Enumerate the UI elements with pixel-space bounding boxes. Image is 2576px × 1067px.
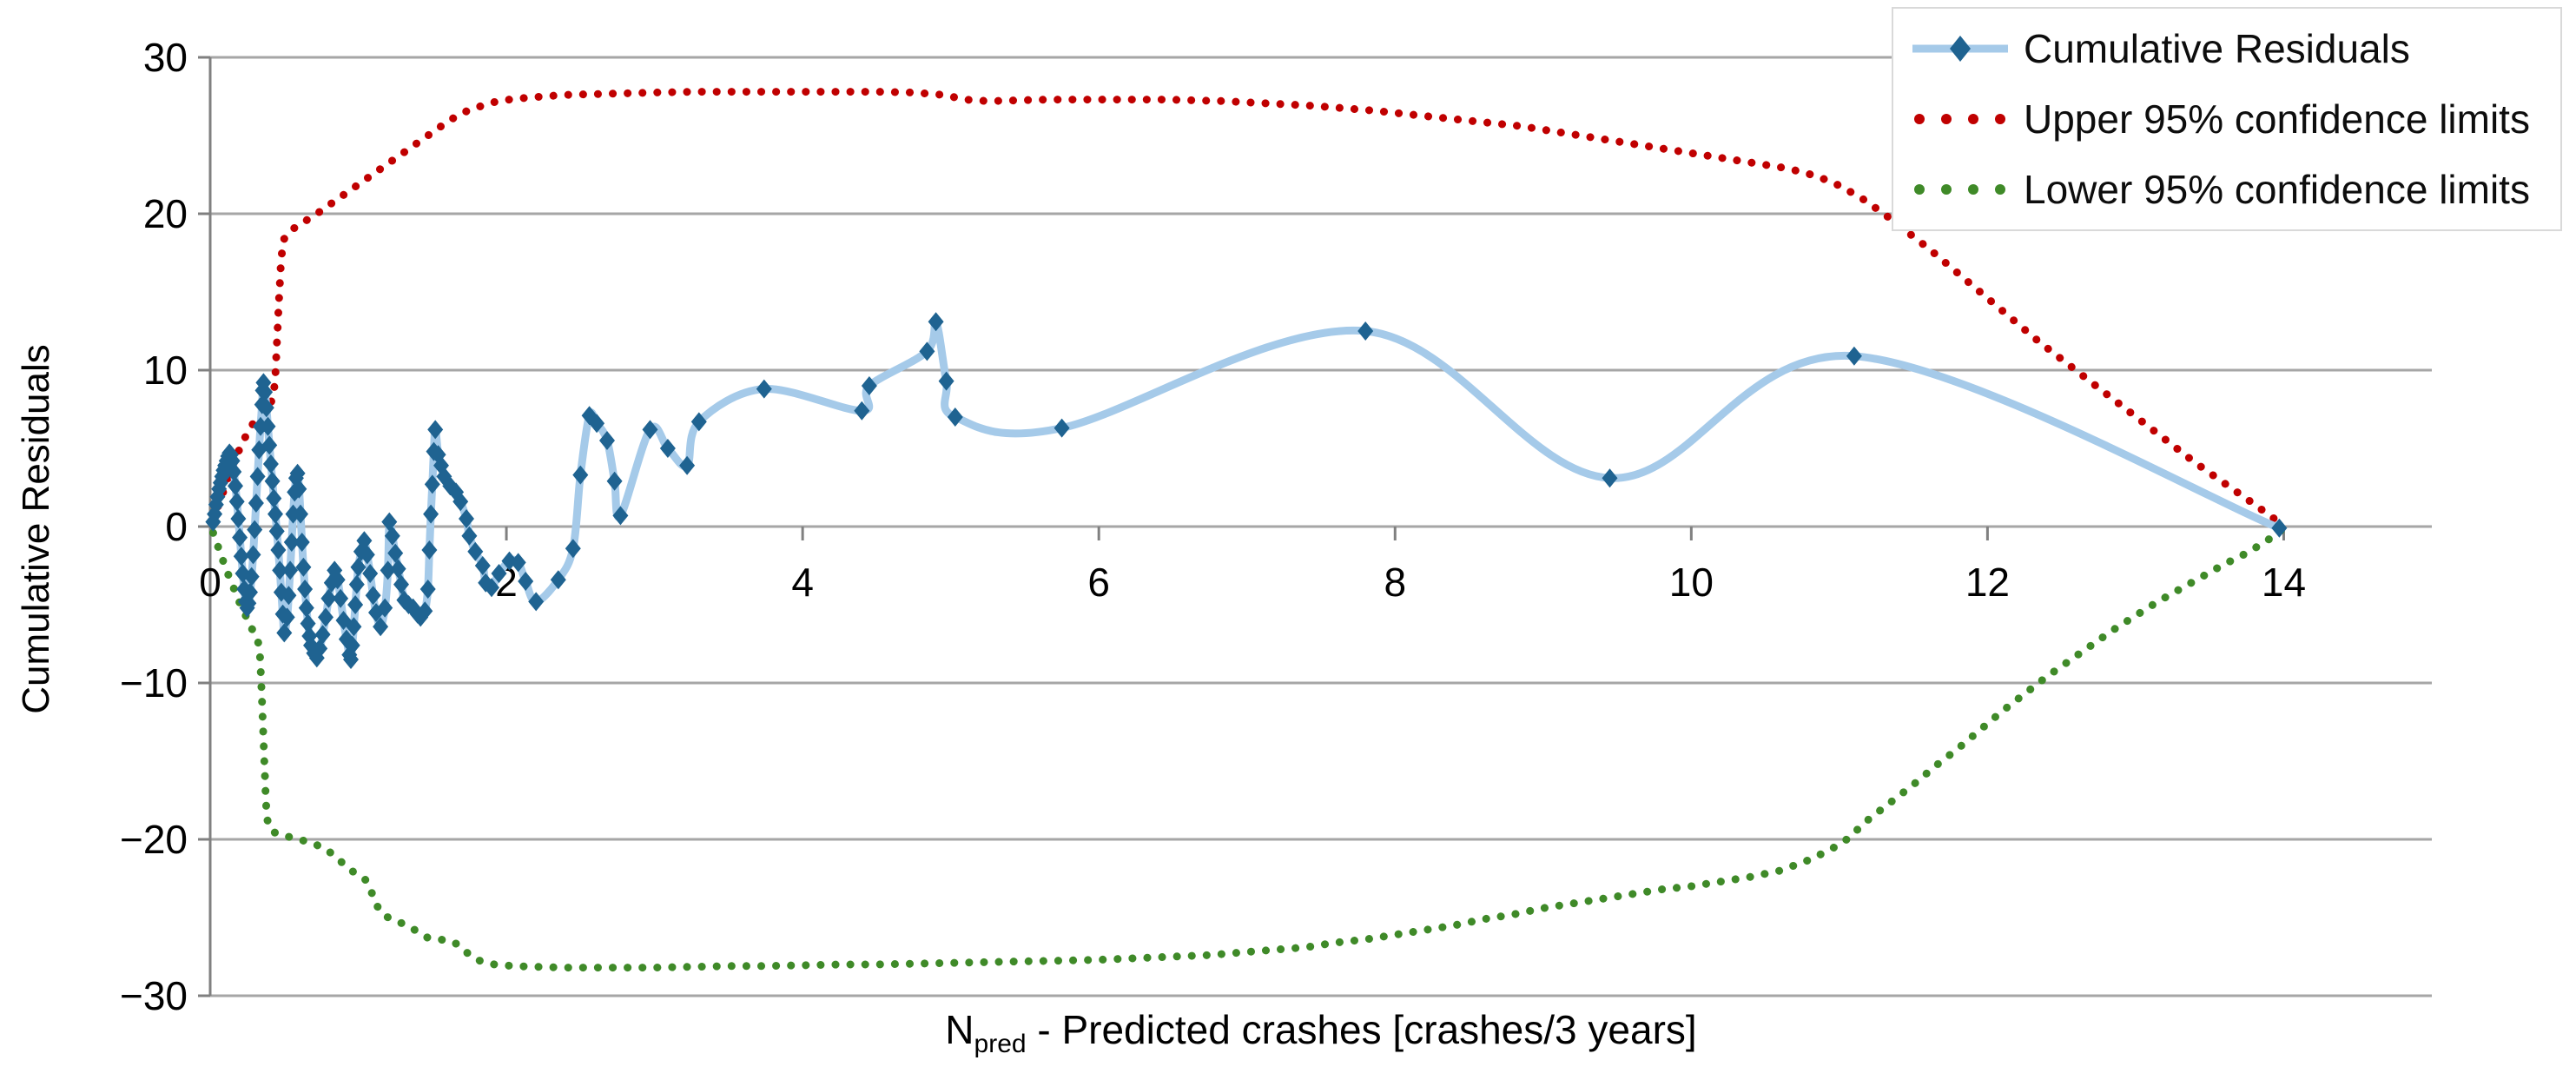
legend-label: Lower 95% confidence limits (2024, 166, 2530, 212)
x-axis-title-main: N (945, 1007, 974, 1052)
lower-confidence-limit-curve (208, 524, 2288, 972)
x-tick-label: 8 (1384, 560, 1406, 605)
x-tick-label: 14 (2262, 560, 2306, 605)
red-dotted-marker-icon (1914, 113, 2005, 124)
x-axis-title-subscript: pred (974, 1030, 1027, 1059)
legend-item-cumulative-residuals: Cumulative Residuals (1909, 25, 2560, 72)
y-tick-label: 20 (143, 191, 188, 236)
y-axis-title: Cumulative Residuals (15, 344, 57, 714)
upper-confidence-limit-curve (208, 88, 2288, 529)
legend-label: Upper 95% confidence limits (2024, 96, 2530, 142)
x-axis-title-rest: - Predicted crashes [crashes/3 years] (1026, 1007, 1697, 1052)
green-dotted-marker-icon (1914, 183, 2005, 195)
legend: Cumulative Residuals Upper 95% confidenc… (1892, 7, 2562, 231)
cumulative-residuals-curve (208, 317, 2282, 664)
x-tick-label: 12 (1965, 560, 2010, 605)
residuals-line-marker-icon (1912, 36, 2008, 63)
legend-label: Cumulative Residuals (2024, 26, 2410, 72)
x-tick-label: 0 (199, 560, 221, 605)
x-tick-label: 6 (1087, 560, 1110, 605)
y-tick-label: 0 (165, 504, 188, 549)
y-tick-label: −30 (120, 973, 188, 1018)
legend-item-lower-limit: Lower 95% confidence limits (1909, 166, 2560, 213)
y-tick-label: −20 (120, 817, 188, 862)
x-tick-label: 4 (791, 560, 814, 605)
x-tick-label: 10 (1669, 560, 1714, 605)
cumulative-residuals-markers (205, 312, 2288, 669)
y-tick-label: 30 (143, 35, 188, 80)
y-tick-label: −10 (120, 660, 188, 706)
y-tick-label: 10 (143, 348, 188, 393)
x-axis-title: Npred - Predicted crashes [crashes/3 yea… (887, 1006, 1755, 1059)
legend-item-upper-limit: Upper 95% confidence limits (1909, 96, 2560, 142)
